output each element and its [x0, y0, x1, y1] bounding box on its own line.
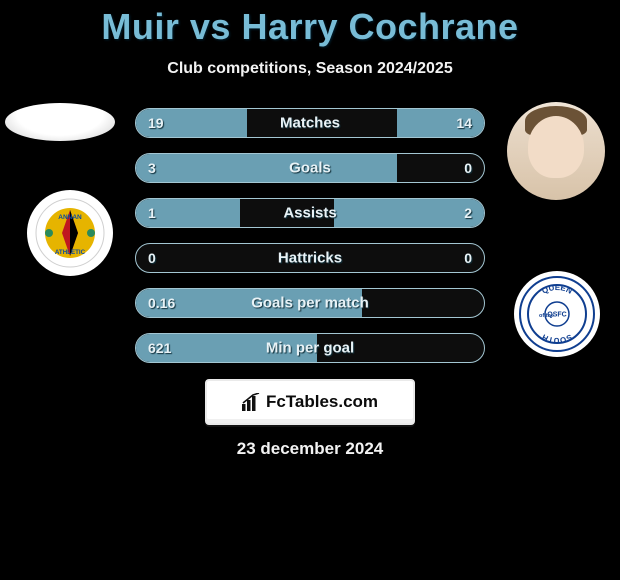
club-crest-right: QSFC QUEEN SOUTH of the	[514, 271, 600, 357]
stat-value-right: 0	[464, 250, 472, 266]
stat-label: Assists	[283, 205, 336, 222]
stat-fill-left	[136, 154, 397, 182]
stat-bar-goals-per-match: 0.16 Goals per match	[135, 288, 485, 318]
stat-value-left: 621	[148, 340, 171, 356]
stat-label: Goals per match	[251, 295, 369, 312]
stat-value-left: 1	[148, 205, 156, 221]
source-badge-text: FcTables.com	[266, 392, 378, 412]
stat-value-right: 2	[464, 205, 472, 221]
stat-value-right: 0	[464, 160, 472, 176]
svg-text:of the: of the	[539, 313, 554, 319]
stat-label: Min per goal	[266, 340, 354, 357]
comparison-panel: ANNAN ATHLETIC QSFC QUEEN SOUTH of the 1…	[0, 108, 620, 459]
date-text: 23 december 2024	[0, 439, 620, 459]
page-title: Muir vs Harry Cochrane	[0, 0, 620, 48]
stat-bar-assists: 1 Assists 2	[135, 198, 485, 228]
stat-value-left: 0	[148, 250, 156, 266]
stat-label: Hattricks	[278, 250, 342, 267]
page-subtitle: Club competitions, Season 2024/2025	[0, 60, 620, 78]
stat-value-left: 19	[148, 115, 164, 131]
stat-value-right: 14	[456, 115, 472, 131]
player-right-avatar	[507, 102, 605, 200]
stat-bar-matches: 19 Matches 14	[135, 108, 485, 138]
stat-bar-hattricks: 0 Hattricks 0	[135, 243, 485, 273]
stat-label: Goals	[289, 160, 331, 177]
source-badge[interactable]: FcTables.com	[205, 379, 415, 425]
stat-fill-right	[334, 199, 484, 227]
stat-value-left: 3	[148, 160, 156, 176]
stat-label: Matches	[280, 115, 340, 132]
player-left-avatar	[5, 103, 115, 141]
fctables-logo-icon	[242, 393, 262, 411]
stat-bars: 19 Matches 14 3 Goals 0 1 Assists 2 0 Ha…	[135, 108, 485, 363]
svg-text:ATHLETIC: ATHLETIC	[55, 249, 86, 256]
club-crest-left: ANNAN ATHLETIC	[27, 190, 113, 276]
stat-value-left: 0.16	[148, 295, 175, 311]
stat-bar-min-per-goal: 621 Min per goal	[135, 333, 485, 363]
svg-text:ANNAN: ANNAN	[58, 214, 82, 221]
stat-bar-goals: 3 Goals 0	[135, 153, 485, 183]
